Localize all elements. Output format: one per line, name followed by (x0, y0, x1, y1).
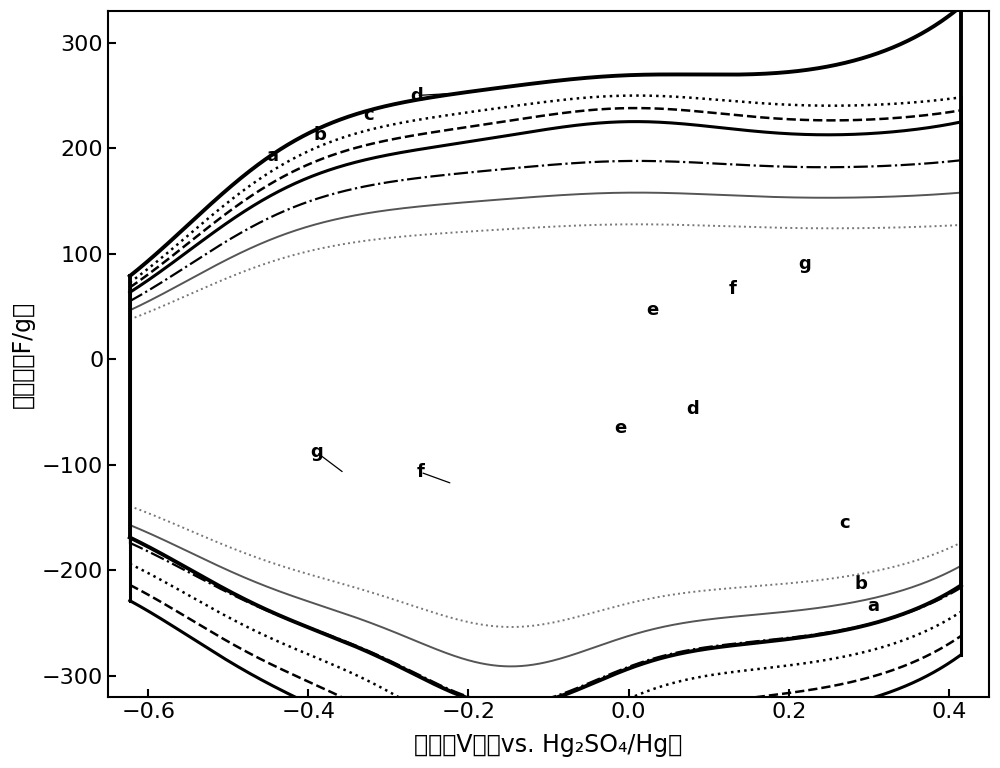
Text: a: a (266, 147, 278, 164)
Y-axis label: 比电容（F/g）: 比电容（F/g） (11, 300, 35, 408)
Text: e: e (614, 419, 627, 437)
Text: e: e (646, 301, 659, 319)
Text: b: b (854, 575, 867, 593)
Text: c: c (839, 514, 850, 531)
X-axis label: 电势（V）（vs. Hg₂SO₄/Hg）: 电势（V）（vs. Hg₂SO₄/Hg） (414, 733, 683, 757)
Text: a: a (867, 598, 879, 615)
Text: b: b (314, 125, 327, 144)
Text: f: f (416, 463, 424, 482)
Text: f: f (729, 280, 737, 297)
Text: c: c (363, 105, 374, 124)
Text: d: d (686, 400, 699, 418)
Text: g: g (798, 255, 811, 273)
Text: d: d (410, 87, 423, 104)
Text: g: g (310, 443, 323, 461)
